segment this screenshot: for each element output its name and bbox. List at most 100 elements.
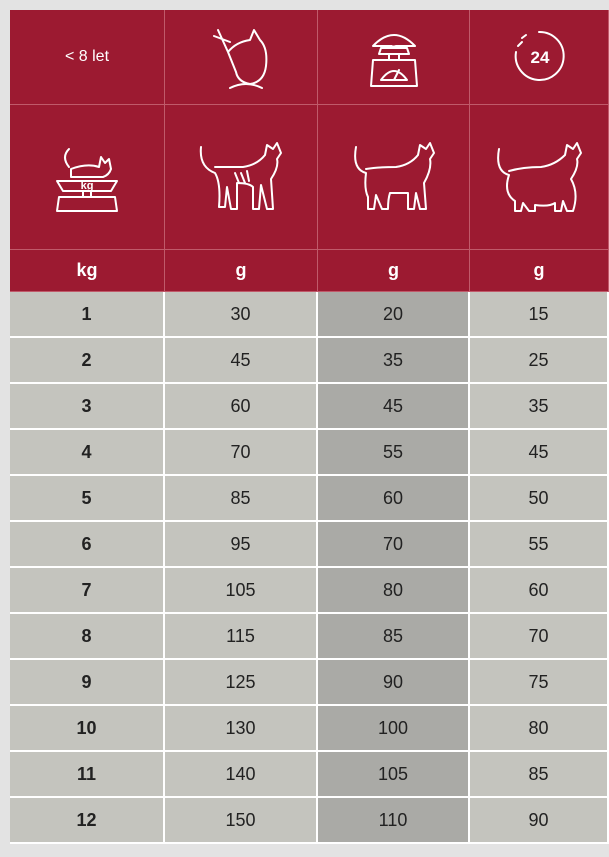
weight-cell-text: 6 [81,534,91,555]
amount-cell-text: 55 [383,442,403,463]
amount-cell-text: 125 [225,672,255,693]
amount-cell: 60 [470,568,609,614]
column-header-text: g [534,260,545,281]
amount-cell: 110 [318,798,470,844]
fat-cat-cell [470,105,609,250]
column-header: g [165,250,318,292]
column-header-text: kg [76,260,97,281]
amount-cell-text: 90 [528,810,548,831]
amount-cell: 50 [470,476,609,522]
amount-cell: 70 [470,614,609,660]
amount-cell-text: 85 [528,764,548,785]
weight-cell: 12 [10,798,165,844]
amount-cell: 70 [165,430,318,476]
column-header: kg [10,250,165,292]
amount-cell-text: 55 [528,534,548,555]
clock-icon-cell: 24 [470,10,609,105]
scale-icon-cell: g [318,10,470,105]
scale-label: g [390,32,397,46]
amount-cell-text: 35 [528,396,548,417]
weight-cell: 8 [10,614,165,660]
amount-cell: 15 [470,292,609,338]
amount-cell: 25 [470,338,609,384]
cat-scale-label: kg [81,180,94,192]
amount-cell: 85 [318,614,470,660]
amount-cell-text: 70 [528,626,548,647]
amount-cell-text: 115 [226,626,255,647]
weight-cell-text: 11 [77,764,96,785]
column-header: g [318,250,470,292]
amount-cell-text: 75 [528,672,548,693]
column-header-text: g [236,260,247,281]
amount-cell-text: 60 [528,580,548,601]
amount-cell-text: 50 [528,488,548,509]
amount-cell: 90 [318,660,470,706]
weight-cell: 3 [10,384,165,430]
amount-cell-text: 70 [230,442,250,463]
amount-cell-text: 45 [528,442,548,463]
amount-cell: 150 [165,798,318,844]
amount-cell: 130 [165,706,318,752]
amount-cell-text: 60 [383,488,403,509]
amount-cell-text: 90 [383,672,403,693]
amount-cell-text: 95 [230,534,250,555]
amount-cell: 70 [318,522,470,568]
eating-cat-icon [206,22,276,92]
amount-cell: 85 [165,476,318,522]
age-label: < 8 let [65,48,109,66]
weight-cell: 5 [10,476,165,522]
weight-cell: 1 [10,292,165,338]
age-cell: < 8 let [10,10,165,105]
amount-cell-text: 70 [383,534,403,555]
column-header: g [470,250,609,292]
amount-cell: 30 [165,292,318,338]
amount-cell-text: 105 [378,764,408,785]
weight-cell: 7 [10,568,165,614]
amount-cell: 80 [318,568,470,614]
eating-icon-cell [165,10,318,105]
weight-cell-text: 3 [81,396,91,417]
amount-cell: 45 [470,430,609,476]
amount-cell-text: 100 [378,718,408,739]
amount-cell: 75 [470,660,609,706]
cat-scale-icon: kg [47,137,127,217]
amount-cell: 140 [165,752,318,798]
amount-cell-text: 130 [225,718,255,739]
weight-cell: 10 [10,706,165,752]
amount-cell-text: 45 [230,350,250,371]
amount-cell: 35 [318,338,470,384]
amount-cell: 115 [165,614,318,660]
weight-cell-text: 7 [81,580,91,601]
clock-icon: 24 [504,22,574,92]
amount-cell: 20 [318,292,470,338]
amount-cell-text: 105 [225,580,255,601]
column-header-text: g [388,260,399,281]
weight-cell-text: 4 [81,442,91,463]
weight-cell-text: 5 [81,488,91,509]
amount-cell-text: 85 [230,488,250,509]
amount-cell: 90 [470,798,609,844]
weight-cell-text: 10 [76,718,96,739]
amount-cell: 45 [318,384,470,430]
weight-cell: 4 [10,430,165,476]
page: < 8 let g 24 kg [0,0,609,857]
weight-cell-text: 9 [81,672,91,693]
amount-cell: 125 [165,660,318,706]
amount-cell: 100 [318,706,470,752]
amount-cell-text: 60 [230,396,250,417]
weight-cell: 9 [10,660,165,706]
amount-cell: 60 [318,476,470,522]
cat-scale-cell: kg [10,105,165,250]
amount-cell: 55 [318,430,470,476]
amount-cell-text: 85 [383,626,403,647]
amount-cell-text: 45 [383,396,403,417]
weight-cell: 6 [10,522,165,568]
weight-cell-text: 12 [76,810,96,831]
amount-cell: 85 [470,752,609,798]
fat-cat-icon [489,127,589,227]
weight-cell-text: 8 [81,626,91,647]
amount-cell-text: 80 [383,580,403,601]
food-scale-icon: g [359,22,429,92]
amount-cell-text: 30 [230,304,250,325]
thin-cat-cell [165,105,318,250]
